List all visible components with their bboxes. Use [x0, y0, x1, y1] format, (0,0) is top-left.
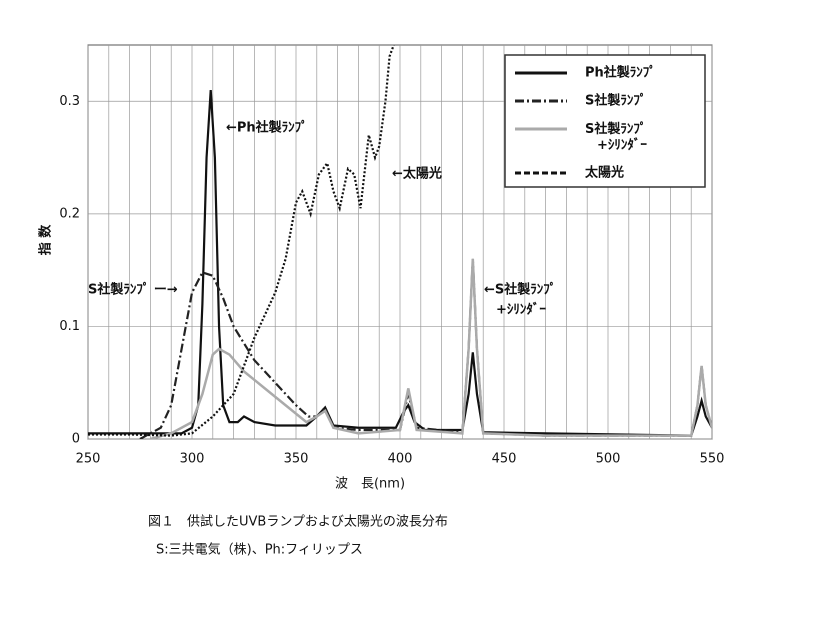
x-tick-label: 300	[180, 452, 205, 467]
annotation: ←S社製ﾗﾝﾌﾟ	[484, 282, 556, 298]
y-tick-label: 0.1	[59, 319, 80, 334]
y-axis-label: 指 数	[38, 224, 54, 256]
x-tick-label: 400	[388, 452, 413, 467]
x-tick-label: 500	[596, 452, 621, 467]
legend-label-line: S社製ﾗﾝﾌﾟ	[585, 121, 646, 137]
legend-label-line: +ｼﾘﾝﾀﾞｰ	[597, 137, 647, 153]
caption: S:三共電気（株)、Ph:フィリップス	[156, 542, 363, 558]
annotation: S社製ﾗﾝﾌﾟ ー→	[88, 282, 178, 298]
y-tick-label: 0	[72, 432, 80, 447]
legend-label: 太陽光	[584, 165, 624, 181]
legend-box	[504, 54, 706, 188]
series-line	[88, 45, 395, 437]
x-tick-label: 550	[700, 452, 725, 467]
x-tick-label: 450	[492, 452, 517, 467]
y-tick-label: 0.2	[59, 206, 80, 221]
annotation: ←Ph社製ﾗﾝﾌﾟ	[226, 120, 308, 136]
y-tick-label: 0.3	[59, 94, 80, 109]
series-line	[150, 258, 712, 439]
legend-label: S社製ﾗﾝﾌﾟ	[585, 93, 646, 109]
x-axis-label: 波 長(nm)	[335, 477, 405, 492]
annotation: ←太陽光	[392, 166, 442, 182]
x-tick-label: 250	[76, 452, 101, 467]
annotation: +ｼﾘﾝﾀﾞｰ	[496, 302, 546, 318]
caption: 図１ 供試したUVBランプおよび太陽光の波長分布	[148, 514, 448, 530]
x-tick-label: 350	[284, 452, 309, 467]
legend-label: S社製ﾗﾝﾌﾟ+ｼﾘﾝﾀﾞｰ	[585, 121, 647, 153]
legend-label: Ph社製ﾗﾝﾌﾟ	[585, 65, 656, 81]
